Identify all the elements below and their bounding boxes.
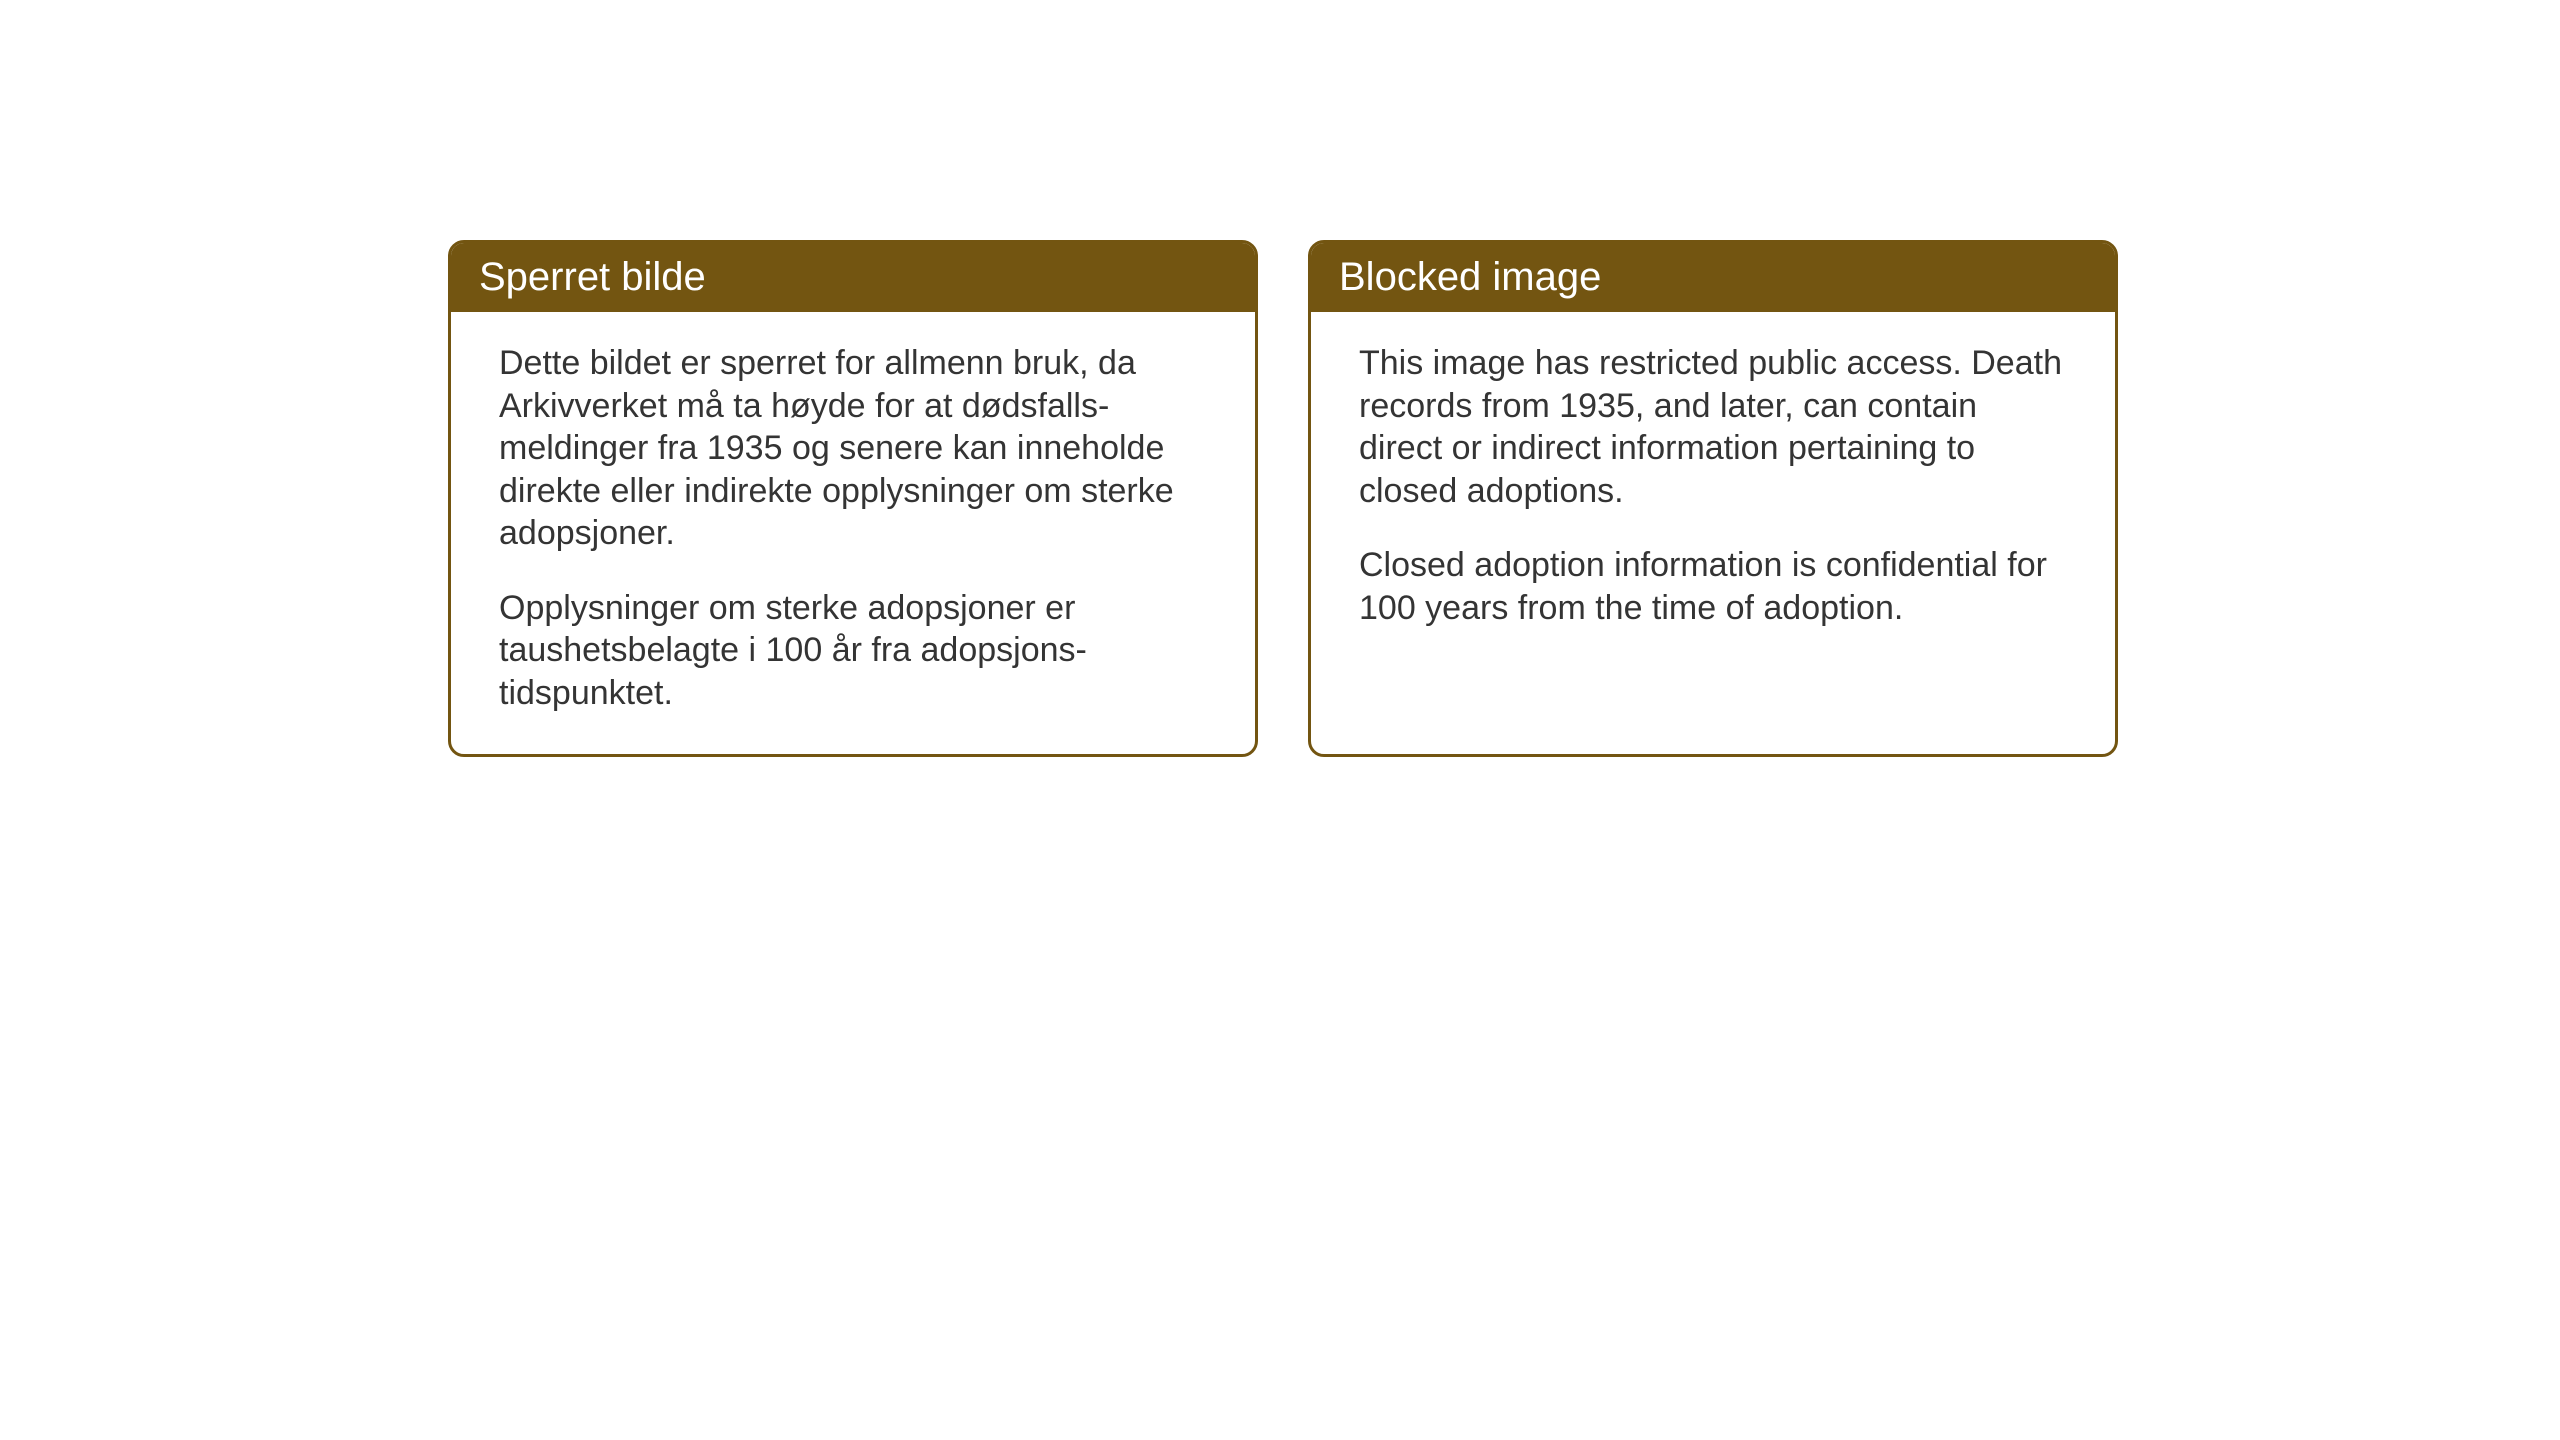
card-english-paragraph-2: Closed adoption information is confident… (1359, 544, 2067, 629)
card-norwegian: Sperret bilde Dette bildet er sperret fo… (448, 240, 1258, 757)
card-norwegian-paragraph-2: Opplysninger om sterke adopsjoner er tau… (499, 587, 1207, 715)
card-norwegian-header: Sperret bilde (451, 243, 1255, 312)
card-english: Blocked image This image has restricted … (1308, 240, 2118, 757)
cards-container: Sperret bilde Dette bildet er sperret fo… (448, 240, 2118, 757)
card-norwegian-paragraph-1: Dette bildet er sperret for allmenn bruk… (499, 342, 1207, 555)
card-norwegian-title: Sperret bilde (479, 255, 706, 299)
card-english-paragraph-1: This image has restricted public access.… (1359, 342, 2067, 512)
card-english-header: Blocked image (1311, 243, 2115, 312)
card-english-title: Blocked image (1339, 255, 1601, 299)
card-english-body: This image has restricted public access.… (1311, 312, 2115, 669)
card-norwegian-body: Dette bildet er sperret for allmenn bruk… (451, 312, 1255, 754)
